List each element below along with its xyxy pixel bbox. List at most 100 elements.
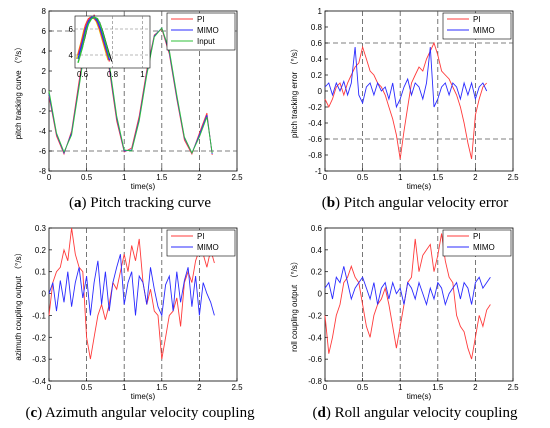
y-tick-label: 0.6 [311, 39, 323, 48]
x-tick-label: 0.5 [357, 383, 369, 392]
y-tick-label: 0.8 [311, 23, 323, 32]
y-axis-label: pitch tracking curve （°/s） [14, 43, 23, 140]
y-axis-label: roll coupling output （°/s） [290, 257, 299, 352]
y-tick-label: -0.4 [308, 333, 322, 342]
y-tick-label: -0.8 [308, 151, 322, 160]
y-tick-label: -2 [39, 107, 47, 116]
legend: PI MIMO [166, 229, 236, 257]
y-axis-label: pitch tracking error （°/s） [290, 44, 299, 138]
x-tick-label: 1.5 [432, 173, 444, 182]
chart-panel-2: 0 0.5 1 1.5 2 2.5 -1 -0.8 -0.6 -0.4 -0.2 0 0.2 0.4 0.6… [290, 7, 519, 191]
inset-y-tick-label: 4 [69, 51, 74, 60]
legend: PI MIMO Input [166, 12, 236, 51]
legend-label: PI [197, 232, 205, 241]
y-tick-label: 2 [42, 67, 47, 76]
y-tick-label: 0.4 [311, 55, 323, 64]
x-tick-label: 0.5 [357, 173, 369, 182]
x-tick-label: 2.5 [231, 173, 243, 182]
y-tick-label: -1 [315, 167, 323, 176]
chart-panel-4: 0 0.5 1 1.5 2 2.5 -0.8 -0.6 -0.4 -0.2 0 0.2 0.4 0.6 ti… [290, 224, 519, 401]
series-line-pi [48, 227, 215, 360]
legend-label: PI [197, 15, 205, 24]
y-tick-label: 8 [42, 7, 47, 16]
x-axis-label: time(s) [407, 182, 432, 191]
legend-label: PI [473, 15, 481, 24]
y-tick-label: 0 [42, 290, 47, 299]
y-tick-label: 0.4 [311, 246, 323, 255]
legend-box [442, 229, 512, 257]
inset-x-tick-label: 0.6 [77, 70, 89, 79]
inset-y-tick-label: 6 [69, 25, 74, 34]
y-tick-label: -0.6 [308, 355, 322, 364]
legend-box [442, 12, 512, 40]
series-line-mimo [48, 254, 215, 318]
y-tick-label: -0.2 [32, 333, 46, 342]
y-tick-label: -8 [39, 167, 47, 176]
y-tick-label: 6 [42, 27, 47, 36]
y-tick-label: -4 [39, 127, 47, 136]
y-tick-label: -0.4 [308, 119, 322, 128]
legend-label: MIMO [473, 243, 495, 252]
x-tick-label: 0.5 [81, 173, 93, 182]
x-tick-label: 2.5 [507, 383, 519, 392]
legend-label: MIMO [197, 243, 219, 252]
y-tick-label: 0.3 [35, 224, 47, 233]
x-tick-label: 1 [122, 383, 127, 392]
x-tick-label: 0 [323, 383, 328, 392]
x-tick-label: 2.5 [231, 383, 243, 392]
series-line-mimo [324, 46, 488, 109]
inset-series-line-input [77, 16, 111, 63]
y-tick-label: -6 [39, 147, 47, 156]
x-tick-label: 1 [398, 173, 403, 182]
series-line-mimo [324, 266, 491, 307]
y-tick-label: -0.3 [32, 355, 46, 364]
inset-series-line-pi [77, 16, 111, 62]
inset-x-tick-label: 1 [140, 70, 145, 79]
x-tick-label: 1.5 [156, 173, 168, 182]
y-tick-label: 0.1 [35, 268, 47, 277]
caption-b: (b) Pitch angular velocity error [321, 195, 509, 211]
chart-panel-1: 0 0.5 1 1.5 2 2.5 -8 -6 -4 -2 0 2 4 6 8 time(s) pitch tr… [14, 7, 243, 191]
x-axis-label: time(s) [131, 182, 156, 191]
x-tick-label: 1 [398, 383, 403, 392]
x-tick-label: 1 [122, 173, 127, 182]
legend-label: PI [473, 232, 481, 241]
legend-label: MIMO [197, 26, 219, 35]
y-tick-label: 1 [318, 7, 323, 16]
inset-x-tick-label: 0.8 [107, 70, 119, 79]
y-tick-label: 0.2 [311, 71, 323, 80]
x-tick-label: 2 [473, 173, 478, 182]
legend-label: Input [197, 37, 216, 46]
legend: PI MIMO [442, 12, 512, 40]
x-tick-label: 2.5 [507, 173, 519, 182]
y-tick-label: 0.2 [35, 246, 47, 255]
y-tick-label: -0.1 [32, 311, 46, 320]
x-axis-label: time(s) [131, 392, 156, 401]
y-tick-label: -0.6 [308, 135, 322, 144]
caption-c: (c) Azimuth angular velocity coupling [25, 405, 255, 421]
x-tick-label: 2 [197, 383, 202, 392]
y-tick-label: 0 [42, 87, 47, 96]
x-tick-label: 0 [47, 173, 52, 182]
y-tick-label: 0 [318, 87, 323, 96]
inset-chart: 0.6 0.8 1 4 6 [69, 15, 151, 79]
y-tick-label: 0.6 [311, 224, 323, 233]
x-tick-label: 2 [473, 383, 478, 392]
caption-a: (a) Pitch tracking curve [68, 195, 212, 211]
y-tick-label: -0.2 [308, 103, 322, 112]
x-tick-label: 1.5 [432, 383, 444, 392]
x-axis-label: time(s) [407, 392, 432, 401]
y-tick-label: 4 [42, 47, 47, 56]
y-tick-label: -0.2 [308, 311, 322, 320]
x-tick-label: 0 [323, 173, 328, 182]
y-tick-label: -0.4 [32, 377, 46, 386]
y-axis-label: azimuth coupling output （°/s） [14, 248, 23, 360]
y-tick-label: -0.8 [308, 377, 322, 386]
chart-panel-3: 0 0.5 1 1.5 2 2.5 -0.4 -0.3 -0.2 -0.1 0 0.1 0.2 0.3 ti… [14, 224, 243, 401]
x-tick-label: 0 [47, 383, 52, 392]
series-line-input [48, 17, 213, 155]
caption-d: (d) Roll angular velocity coupling [312, 405, 518, 421]
legend-box [166, 229, 236, 257]
x-tick-label: 0.5 [81, 383, 93, 392]
